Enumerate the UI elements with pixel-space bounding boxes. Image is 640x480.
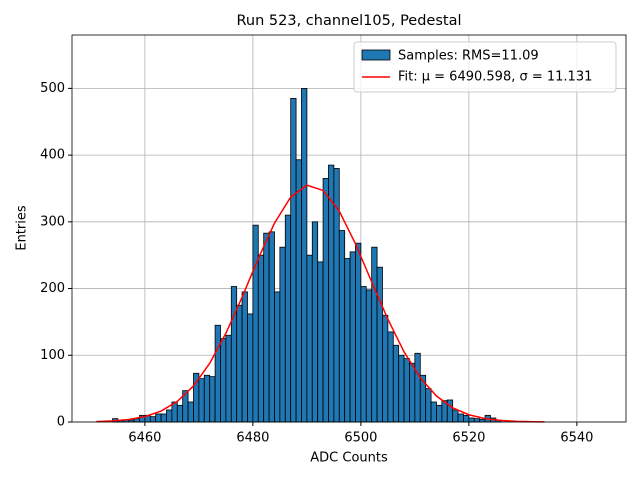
y-tick-label: 0 bbox=[57, 415, 65, 430]
y-tick-label: 200 bbox=[40, 281, 65, 296]
bar bbox=[241, 291, 248, 423]
bar bbox=[322, 178, 329, 423]
bar bbox=[398, 354, 405, 423]
bar bbox=[160, 413, 167, 423]
bar bbox=[198, 378, 205, 423]
bar bbox=[236, 304, 243, 423]
chart-title: Run 523, channel105, Pedestal bbox=[236, 13, 461, 29]
bar bbox=[365, 289, 373, 423]
bar bbox=[311, 221, 319, 423]
bar bbox=[452, 409, 459, 423]
bar bbox=[225, 334, 232, 423]
legend-box bbox=[353, 41, 617, 93]
bar bbox=[306, 254, 313, 423]
bar bbox=[430, 401, 437, 423]
legend-label: Fit: μ = 6490.598, σ = 11.131 bbox=[398, 70, 592, 85]
bar bbox=[468, 417, 475, 423]
y-tick-label: 100 bbox=[40, 348, 65, 363]
bar bbox=[387, 331, 394, 423]
bar bbox=[344, 258, 351, 423]
bar bbox=[360, 286, 367, 423]
fit-line-group bbox=[96, 184, 545, 423]
bar bbox=[479, 418, 486, 423]
bar bbox=[463, 414, 470, 423]
bar bbox=[301, 87, 308, 423]
bar bbox=[382, 314, 389, 423]
bar bbox=[230, 286, 238, 423]
y-tick-label: 400 bbox=[40, 148, 65, 163]
bar bbox=[409, 362, 416, 423]
bar bbox=[295, 159, 302, 423]
bar bbox=[149, 416, 157, 423]
bar bbox=[446, 399, 454, 423]
bar bbox=[247, 313, 254, 423]
bar bbox=[338, 230, 346, 423]
bar bbox=[252, 224, 259, 423]
bar bbox=[349, 251, 356, 423]
x-tick-label: 6520 bbox=[452, 431, 485, 446]
bar bbox=[371, 246, 378, 423]
bar bbox=[274, 291, 281, 423]
bar bbox=[392, 344, 400, 423]
x-tick-label: 6460 bbox=[128, 431, 161, 446]
bar bbox=[290, 97, 297, 423]
bar bbox=[457, 413, 464, 423]
x-tick-label: 6480 bbox=[236, 431, 269, 446]
bar bbox=[155, 413, 162, 423]
bar bbox=[376, 266, 383, 423]
y-axis-label: Entries bbox=[15, 205, 30, 251]
legend: Samples: RMS=11.09 Fit: μ = 6490.598, σ =… bbox=[353, 41, 617, 93]
bar bbox=[257, 254, 265, 423]
legend-swatch bbox=[361, 49, 391, 61]
bar bbox=[209, 376, 216, 423]
bar bbox=[176, 404, 184, 423]
bar bbox=[166, 409, 173, 423]
bar bbox=[214, 324, 221, 423]
y-tick-label: 300 bbox=[40, 214, 65, 229]
bar bbox=[414, 352, 421, 423]
bar bbox=[187, 401, 194, 423]
bar bbox=[403, 358, 410, 423]
bar bbox=[203, 374, 211, 423]
axes-frame bbox=[71, 34, 627, 423]
bar bbox=[220, 338, 227, 423]
x-tick-label: 6500 bbox=[344, 431, 377, 446]
bar bbox=[317, 261, 324, 423]
bar bbox=[355, 242, 362, 423]
bar bbox=[268, 231, 275, 423]
ticks: 6460 6480 6500 6520 6540 0 100 200 300 400 500 bbox=[40, 81, 593, 446]
x-axis-label: ADC Counts bbox=[310, 451, 388, 466]
bar bbox=[284, 214, 292, 423]
bar bbox=[279, 246, 286, 423]
bar bbox=[436, 404, 443, 423]
y-tick-label: 500 bbox=[40, 81, 65, 96]
bars bbox=[112, 87, 502, 423]
bar bbox=[425, 388, 432, 423]
bar bbox=[263, 232, 270, 423]
fit-line bbox=[96, 184, 545, 423]
x-tick-label: 6540 bbox=[560, 431, 593, 446]
bar bbox=[473, 418, 481, 423]
legend-label: Samples: RMS=11.09 bbox=[398, 49, 539, 64]
